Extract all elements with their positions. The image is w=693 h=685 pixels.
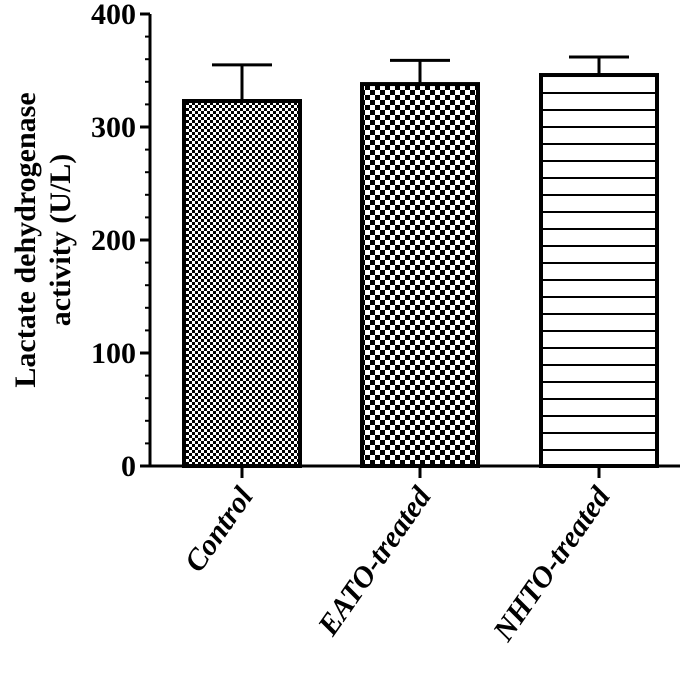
x-tick-label: Control [178,481,260,578]
bar-nhto-treated [539,73,659,469]
bar-control [182,99,302,468]
y-axis: 0 100 200 300 400 [91,0,152,483]
x-tick-label: EATO-treated [311,480,438,642]
y-tick-label: 100 [91,337,136,370]
y-axis-title-line-2: activity (U/L) [44,154,77,326]
bars [182,55,659,469]
x-tick-label: NHTO-treated [486,480,617,648]
y-tick-label: 400 [91,0,136,31]
y-axis-title: Lactate dehydrogenase activity (U/L) [9,92,77,387]
y-tick-label: 300 [91,111,136,144]
y-axis-title-line-1: Lactate dehydrogenase [9,92,42,387]
bar-eato-treated [360,82,480,468]
x-axis: Control EATO-treated NHTO-treated [150,464,680,648]
y-tick-label: 0 [121,450,136,483]
y-tick-label: 200 [91,224,136,257]
